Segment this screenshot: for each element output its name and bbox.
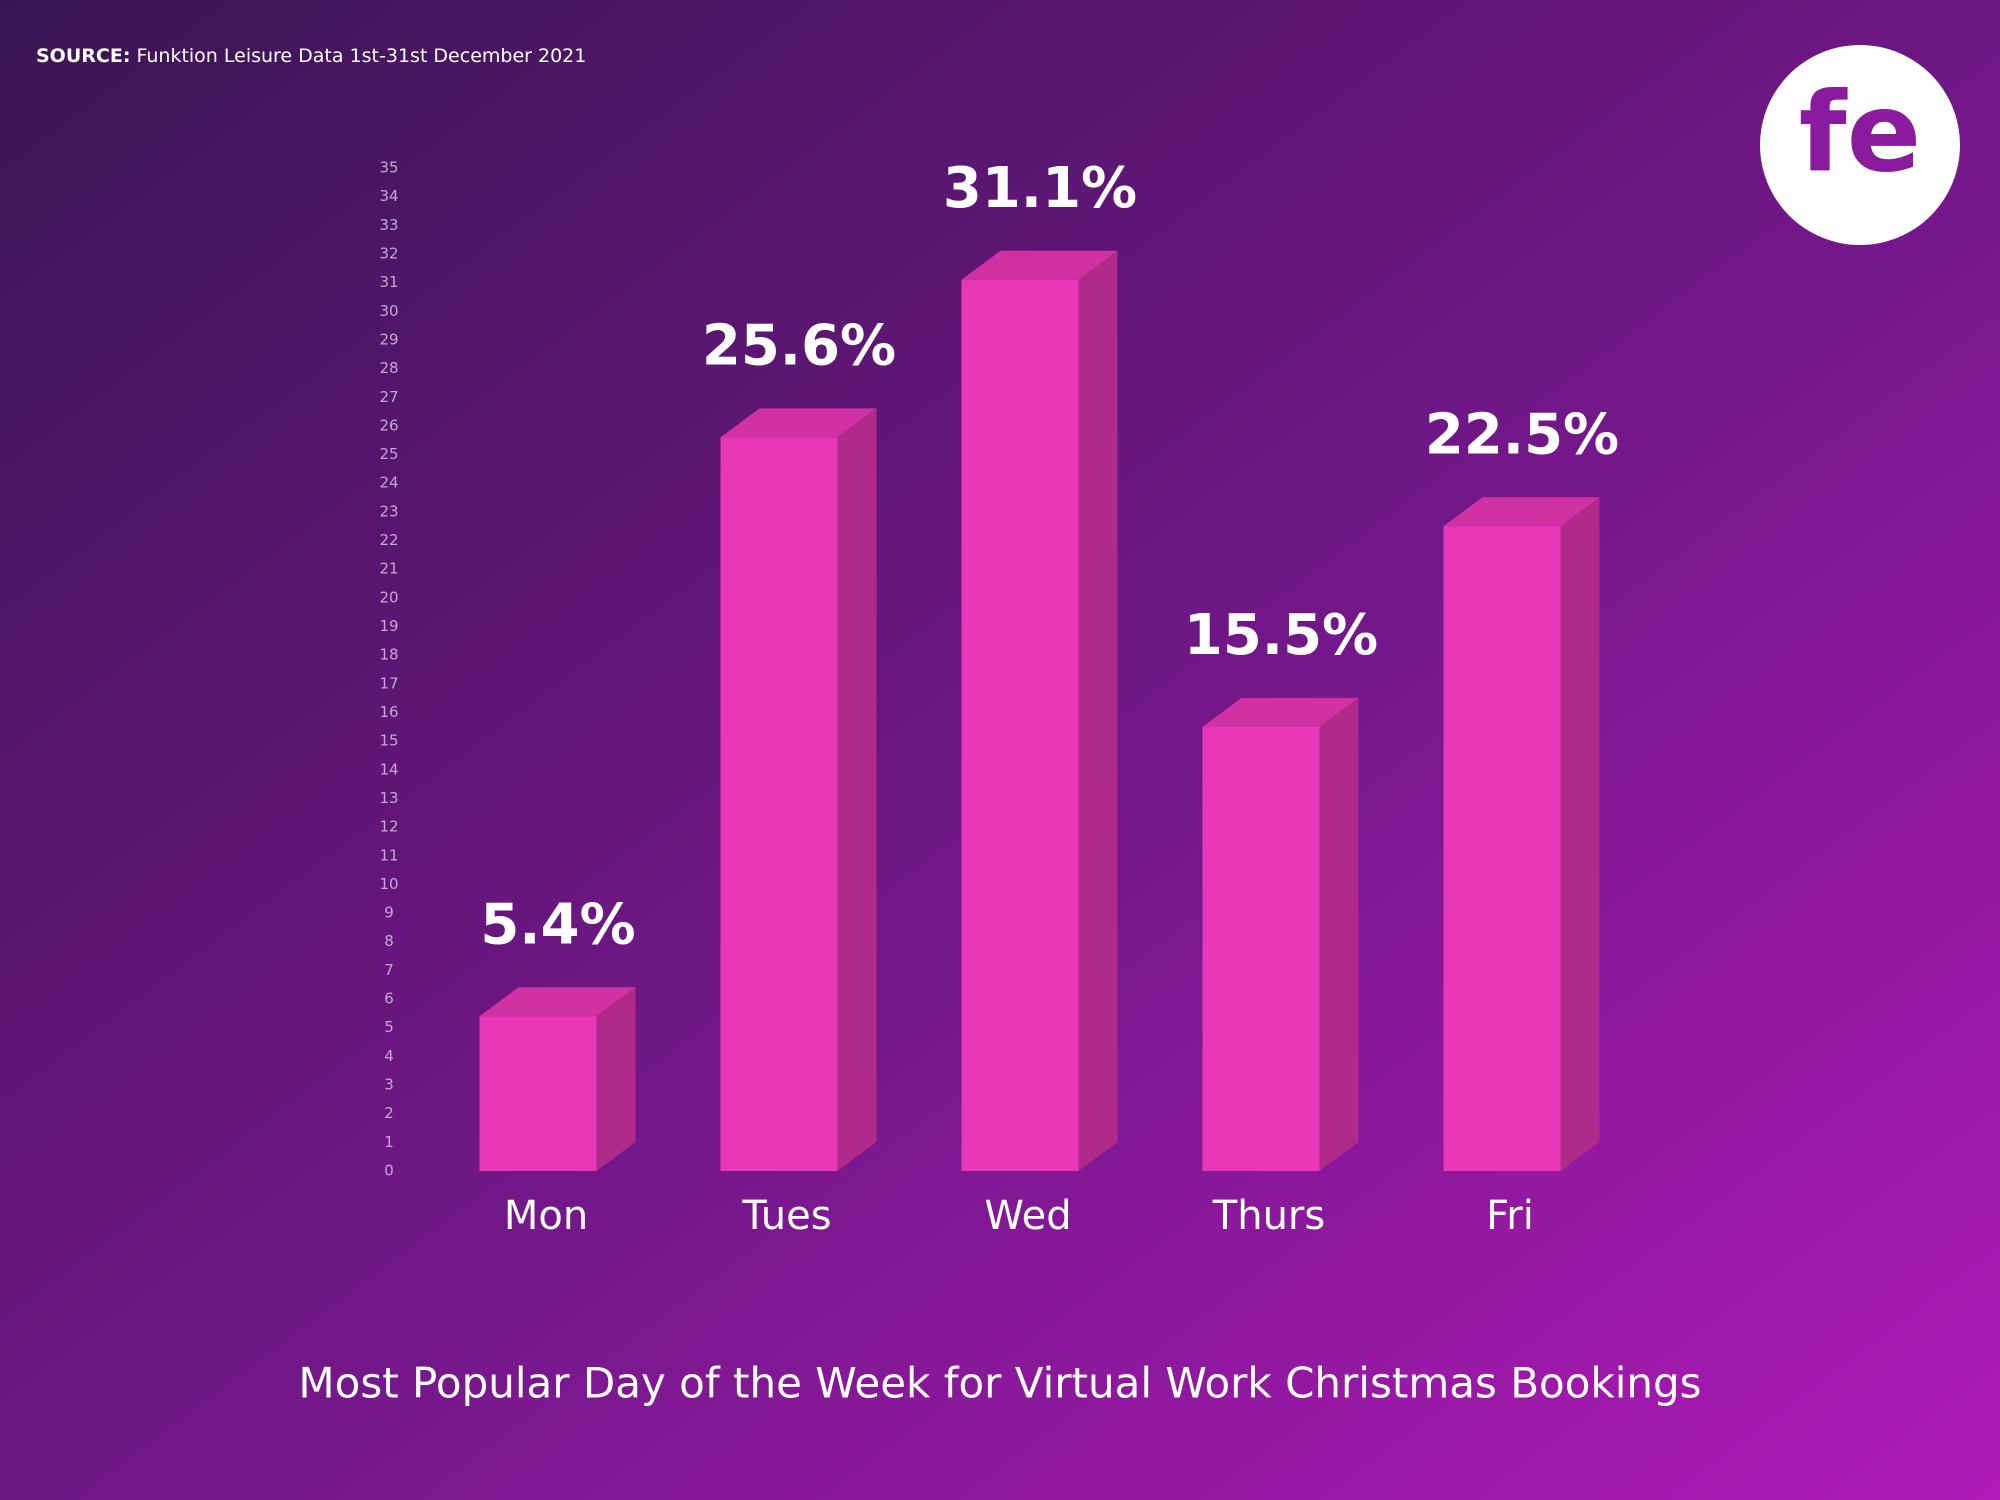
y-tick-label: 28	[379, 359, 398, 377]
y-tick-label: 35	[379, 159, 398, 177]
y-tick-label: 15	[379, 732, 398, 750]
y-tick-label: 26	[379, 416, 398, 434]
bar-top	[720, 408, 877, 438]
bar-side	[837, 408, 877, 1171]
bar-top	[479, 987, 636, 1017]
y-tick-label: 19	[379, 617, 398, 635]
y-tick-label: 13	[379, 789, 398, 807]
source-label: SOURCE:	[36, 45, 130, 67]
bar	[479, 1016, 597, 1171]
y-tick-label: 8	[384, 932, 394, 950]
y-tick-label: 17	[379, 674, 398, 692]
y-tick-label: 18	[379, 646, 398, 664]
y-tick-label: 16	[379, 703, 398, 721]
bar	[720, 437, 838, 1171]
logo-circle	[1760, 45, 1960, 245]
value-label: 5.4%	[480, 892, 635, 957]
x-tick-label: Tues	[741, 1193, 831, 1239]
logo: fe	[1799, 68, 1921, 196]
y-tick-label: 12	[379, 818, 398, 836]
y-tick-label: 0	[384, 1162, 394, 1180]
y-tick-label: 25	[379, 445, 398, 463]
bar-side	[596, 987, 636, 1171]
value-label: 25.6%	[702, 314, 896, 379]
y-tick-label: 9	[384, 904, 394, 922]
y-tick-label: 3	[384, 1076, 394, 1094]
chart-title: Most Popular Day of the Week for Virtual…	[298, 1359, 1701, 1408]
value-label: 31.1%	[943, 156, 1137, 221]
bar-side	[1319, 697, 1359, 1171]
source-text: Funktion Leisure Data 1st-31st December …	[136, 45, 586, 67]
bar-top	[1443, 497, 1600, 527]
y-tick-label: 33	[379, 216, 398, 234]
bar-top	[961, 250, 1118, 280]
x-tick-label: Wed	[984, 1193, 1071, 1239]
bar-side	[1560, 497, 1600, 1171]
y-tick-label: 4	[384, 1047, 394, 1065]
y-tick-label: 24	[379, 474, 398, 492]
y-tick-label: 11	[379, 846, 398, 864]
bar	[1202, 726, 1320, 1171]
bar-top	[1202, 697, 1359, 727]
bar	[961, 279, 1079, 1172]
y-tick-label: 34	[379, 187, 398, 205]
y-tick-label: 10	[379, 875, 398, 893]
y-tick-label: 21	[379, 560, 398, 578]
y-tick-label: 29	[379, 330, 398, 348]
bar-side	[1078, 250, 1118, 1171]
value-label: 22.5%	[1425, 402, 1619, 467]
y-tick-label: 30	[379, 302, 398, 320]
y-tick-label: 22	[379, 531, 398, 549]
y-tick-label: 32	[379, 244, 398, 262]
source: SOURCE: Funktion Leisure Data 1st-31st D…	[36, 45, 586, 67]
value-label: 15.5%	[1184, 603, 1378, 668]
y-tick-label: 23	[379, 502, 398, 520]
x-tick-label: Thurs	[1212, 1193, 1325, 1239]
bar	[1443, 526, 1561, 1171]
x-tick-label: Fri	[1486, 1193, 1534, 1239]
y-tick-label: 2	[384, 1104, 394, 1122]
y-tick-label: 27	[379, 388, 398, 406]
y-tick-label: 5	[384, 1018, 394, 1036]
y-tick-label: 6	[384, 990, 394, 1008]
y-tick-label: 14	[379, 760, 398, 778]
y-tick-label: 20	[379, 588, 398, 606]
y-tick-label: 7	[384, 961, 394, 979]
y-tick-label: 31	[379, 273, 398, 291]
x-tick-label: Mon	[504, 1193, 588, 1239]
y-tick-label: 1	[384, 1133, 394, 1151]
